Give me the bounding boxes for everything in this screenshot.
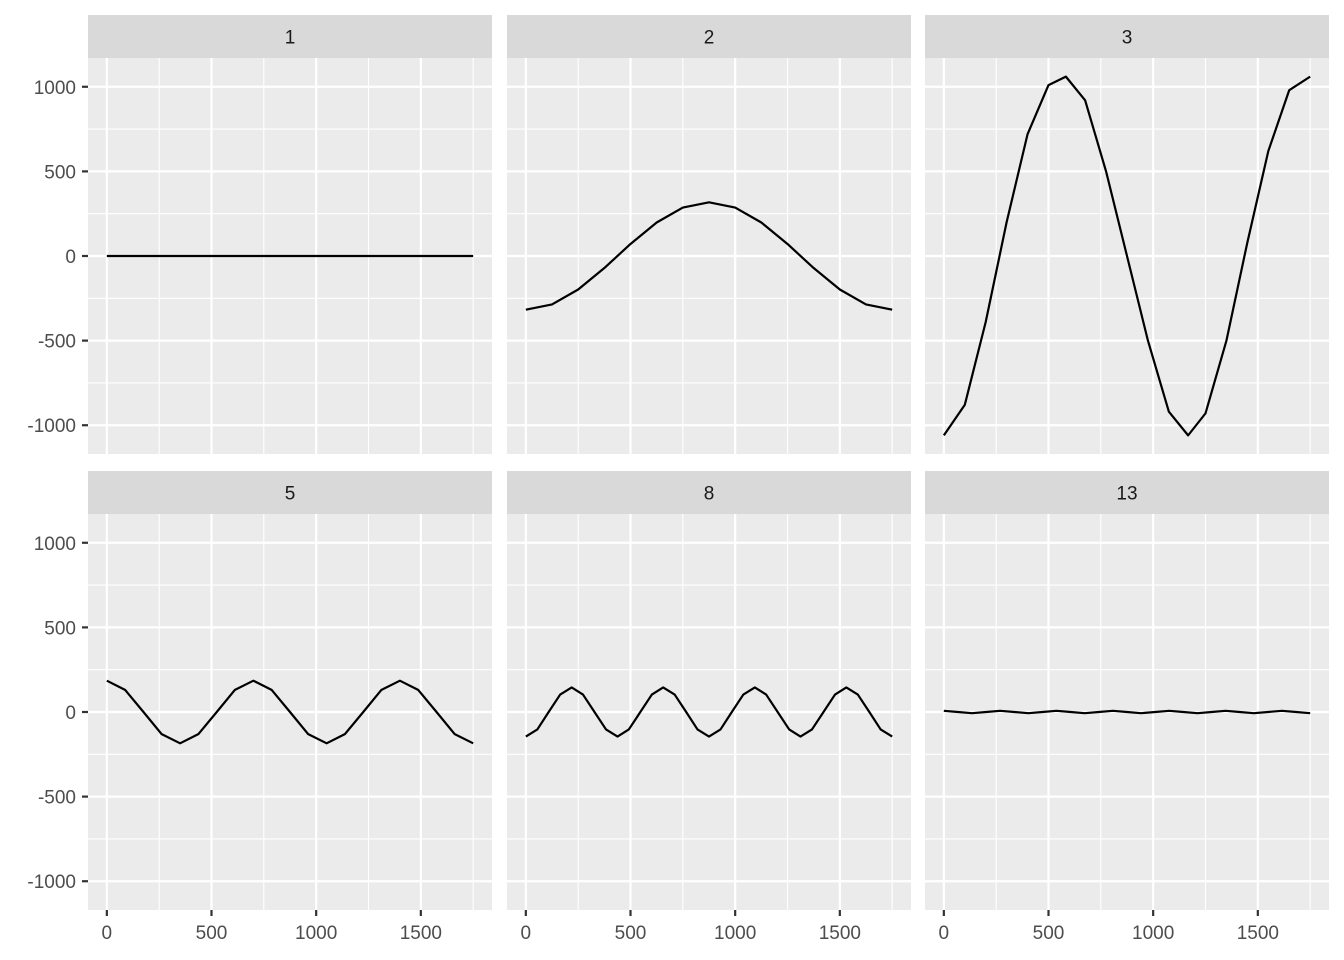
series-line-2 (525, 201, 893, 311)
x-tick-label: 0 (939, 923, 950, 944)
x-tick-label: 1000 (295, 923, 337, 944)
y-tick-label: 1000 (34, 534, 76, 555)
x-tick-label: 0 (521, 923, 532, 944)
facet-panel-8: 8 0 500 1000 1500 (507, 471, 911, 944)
facet-strip-label: 13 (1116, 484, 1137, 505)
facet-strip-label: 5 (285, 484, 296, 505)
x-tick-label: 1000 (714, 923, 756, 944)
x-tick-label: 1500 (1237, 923, 1279, 944)
y-tick-label: 500 (44, 162, 76, 183)
series-line-3 (942, 75, 1311, 437)
y-tick-label: -500 (38, 788, 76, 809)
facet-panel-3: 3 (925, 15, 1329, 454)
facet-panel-13: 13 0 500 1000 1500 (925, 471, 1329, 944)
y-tick-label: -1000 (27, 416, 76, 437)
x-tick-label: 500 (1033, 923, 1065, 944)
facet-strip (925, 471, 1329, 514)
facet-strip (507, 15, 911, 58)
x-tick-label: 500 (196, 923, 228, 944)
series-line-8 (525, 686, 893, 738)
x-tick-label: 1500 (819, 923, 861, 944)
x-tick-label: 1000 (1132, 923, 1174, 944)
series-line-13 (943, 709, 1311, 715)
facet-strip (925, 15, 1329, 58)
facet-strip-label: 8 (704, 484, 715, 505)
y-tick-label: -1000 (27, 872, 76, 893)
y-tick-label: 0 (65, 247, 76, 268)
y-tick-label: 500 (44, 618, 76, 639)
facet-strip-label: 3 (1122, 28, 1133, 49)
x-tick-label: 0 (102, 923, 113, 944)
facet-panel-1: 1 -1000 -500 0 500 1000 (27, 15, 492, 454)
facet-strip (88, 471, 492, 514)
y-tick-label: 1000 (34, 78, 76, 99)
x-tick-label: 500 (615, 923, 647, 944)
y-tick-label: -500 (38, 332, 76, 353)
facet-panel-2: 2 (507, 15, 911, 454)
y-tick-label: 0 (65, 703, 76, 724)
facet-strip (507, 471, 911, 514)
facet-strip-label: 1 (285, 28, 296, 49)
series-line-5 (106, 679, 474, 745)
facet-panel-5: 5 -1000 -500 0 500 1000 0 500 1000 1500 (27, 471, 492, 944)
facet-strip-label: 2 (704, 28, 715, 49)
x-tick-label: 1500 (400, 923, 442, 944)
facet-strip (88, 15, 492, 58)
